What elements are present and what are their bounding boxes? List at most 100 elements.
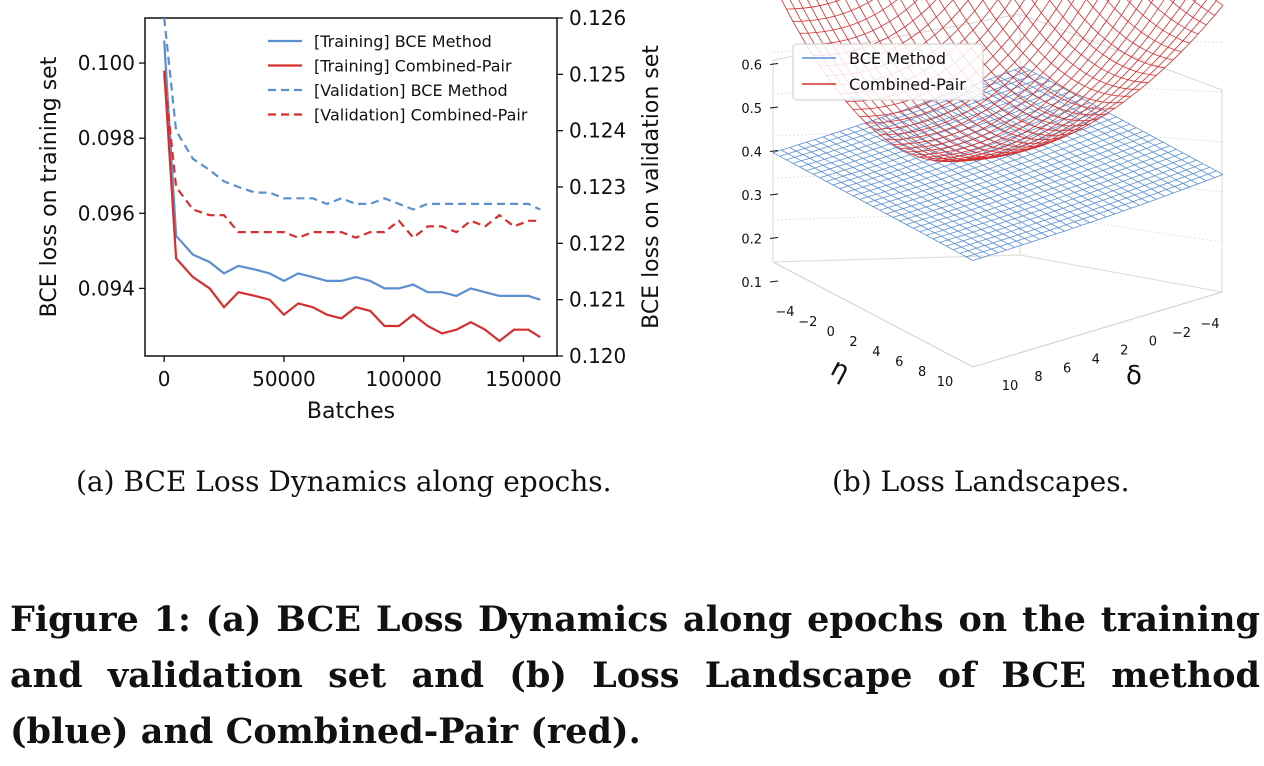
y-ticks-right: 0.120 0.121 0.122 0.123 0.124 0.125 0.126 (557, 6, 626, 368)
combined-pair-surface-wire (982, 0, 1124, 104)
y2-tick-label: 0.126 (569, 6, 626, 30)
legend-box (792, 43, 984, 101)
combined-pair-surface-wire (888, 0, 1065, 141)
combined-pair-surface-wire (877, 0, 1057, 144)
subcaption-a: (a) BCE Loss Dynamics along epochs. (76, 465, 612, 498)
legend: [Training] BCE Method [Training] Combined… (268, 32, 528, 125)
z-tick-label: 0.1 (741, 276, 762, 291)
z-tick-mark (769, 150, 779, 152)
delta-tick-label: 0 (1149, 335, 1157, 350)
delta-tick-label: 4 (1092, 352, 1100, 367)
figure-caption: Figure 1: (a) BCE Loss Dynamics along ep… (10, 599, 1260, 752)
legend: BCE Method Combined-Pair (792, 43, 984, 101)
combined-pair-surface-wire (925, 0, 1090, 127)
bce-surface-wire (1014, 69, 1215, 178)
y-axis-label-left: BCE loss on training set (37, 56, 62, 317)
bce-surface-wire (914, 105, 1115, 215)
series-line-0 (163, 40, 541, 301)
combined-pair-surface-wire (1169, 0, 1207, 26)
bce-surface-wire (831, 133, 1032, 243)
legend-label: [Training] Combined-Pair (314, 57, 512, 76)
bce-surface-wire (997, 75, 1199, 185)
combined-pair-surface-wire (997, 0, 1132, 97)
surface-layer (772, 0, 1224, 261)
legend-label: BCE Method (849, 49, 946, 68)
x-axis-label-eta: η (826, 353, 855, 387)
bce-surface-wire (939, 96, 1140, 206)
bce-surface-wire (947, 93, 1149, 203)
delta-tick-label: 8 (1034, 370, 1042, 385)
series-line-3 (163, 74, 541, 240)
eta-tick-label: 10 (937, 375, 954, 390)
pane-gridline (772, 125, 1021, 137)
y-axis-label-right: BCE loss on validation set (639, 45, 664, 329)
z-tick-mark (769, 237, 779, 239)
combined-pair-surface-wire (1067, 0, 1165, 69)
y-tick-label: 0.094 (78, 276, 135, 300)
bce-surface-wire (772, 152, 974, 261)
y-tick-label: 0.100 (78, 51, 135, 75)
combined-pair-surface-wire (1014, 0, 1140, 90)
bce-surface-wire (981, 81, 1182, 191)
y2-tick-label: 0.124 (569, 119, 626, 143)
bce-surface-wire (797, 144, 999, 254)
combined-pair-surface-wire (938, 0, 1099, 122)
bce-surface-wire (922, 102, 1124, 212)
delta-tick-label: 6 (1063, 361, 1071, 376)
eta-tick-label: −4 (775, 305, 794, 320)
combined-pair-surface-wire (1086, 0, 1174, 61)
y-tick-label: 0.096 (78, 201, 135, 225)
z-tick-mark (769, 193, 779, 196)
z-tick-label: 0.3 (741, 189, 762, 204)
pane-gridline (1019, 39, 1223, 43)
subcaption-b: (b) Loss Landscapes. (832, 465, 1130, 498)
z-tick-label: 0.2 (741, 233, 762, 248)
bce-surface-wire (806, 141, 1007, 251)
series-line-2 (163, 17, 541, 211)
y2-tick-label: 0.120 (569, 344, 626, 368)
combined-pair-surface-wire (816, 0, 1007, 160)
combined-pair-surface-wire (1031, 0, 1149, 84)
z-tick-mark (769, 280, 779, 283)
legend-label: [Validation] BCE Method (314, 81, 508, 100)
combined-pair-surface-wire (967, 0, 1115, 110)
loss-dynamics-chart: 0 50000 100000 150000 0.0940.0960.0980.100 … (37, 6, 664, 424)
bce-surface-wire (856, 125, 1057, 235)
combined-pair-surface-wire (1106, 0, 1182, 53)
delta-tick-label: 2 (1120, 344, 1128, 359)
bce-surface-wire (881, 117, 1082, 226)
bce-surface-wire (789, 147, 990, 256)
eta-tick-label: −2 (798, 315, 817, 330)
floor-edge (772, 261, 1223, 368)
bce-surface-wire (1022, 66, 1224, 175)
y2-tick-label: 0.122 (569, 231, 626, 255)
z-tick-mark (769, 106, 779, 109)
combined-pair-surface-wire (1148, 0, 1199, 35)
combined-pair-surface-wire (845, 0, 1032, 154)
x-ticks: 0 50000 100000 150000 (158, 356, 562, 391)
combined-pair-surface-wire (952, 0, 1107, 116)
delta-tick-label: 10 (1002, 379, 1019, 394)
y-tick-label: 0.098 (78, 126, 135, 150)
combined-pair-surface-wire (825, 0, 1015, 158)
eta-tick-label: 6 (895, 355, 903, 370)
delta-tick-label: −2 (1172, 326, 1191, 341)
series-line-1 (163, 70, 541, 343)
bce-surface-wire (839, 131, 1040, 240)
x-tick-label: 50000 (252, 367, 316, 391)
bce-surface-wire (847, 128, 1049, 237)
x-tick-label: 150000 (485, 367, 561, 391)
bce-surface-wire (897, 111, 1099, 221)
eta-tick-label: 0 (827, 325, 835, 340)
combined-pair-surface-wire (866, 0, 1049, 148)
delta-tick-label: −4 (1200, 317, 1219, 332)
bce-surface-wire (864, 122, 1065, 232)
bce-surface-wire (931, 99, 1132, 209)
y-axis-label-delta: δ (1126, 361, 1142, 391)
combined-pair-surface-wire (1048, 0, 1157, 76)
bce-surface-wire (906, 108, 1107, 218)
legend-label: [Validation] Combined-Pair (314, 106, 528, 125)
bce-surface-wire (814, 139, 1015, 248)
